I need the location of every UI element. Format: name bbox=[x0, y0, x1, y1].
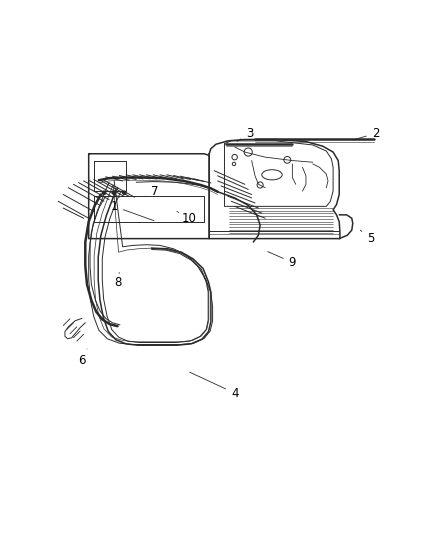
Text: 8: 8 bbox=[114, 272, 121, 289]
Circle shape bbox=[122, 190, 127, 195]
Text: 5: 5 bbox=[360, 230, 374, 245]
Text: 1: 1 bbox=[110, 200, 154, 221]
Text: 3: 3 bbox=[237, 127, 254, 141]
Text: 2: 2 bbox=[353, 127, 379, 140]
Text: 4: 4 bbox=[190, 372, 238, 400]
Text: 7: 7 bbox=[145, 184, 159, 198]
Text: 6: 6 bbox=[78, 349, 87, 367]
Text: 10: 10 bbox=[177, 212, 196, 225]
Text: 9: 9 bbox=[268, 252, 296, 269]
Circle shape bbox=[102, 190, 106, 195]
Circle shape bbox=[112, 190, 117, 195]
